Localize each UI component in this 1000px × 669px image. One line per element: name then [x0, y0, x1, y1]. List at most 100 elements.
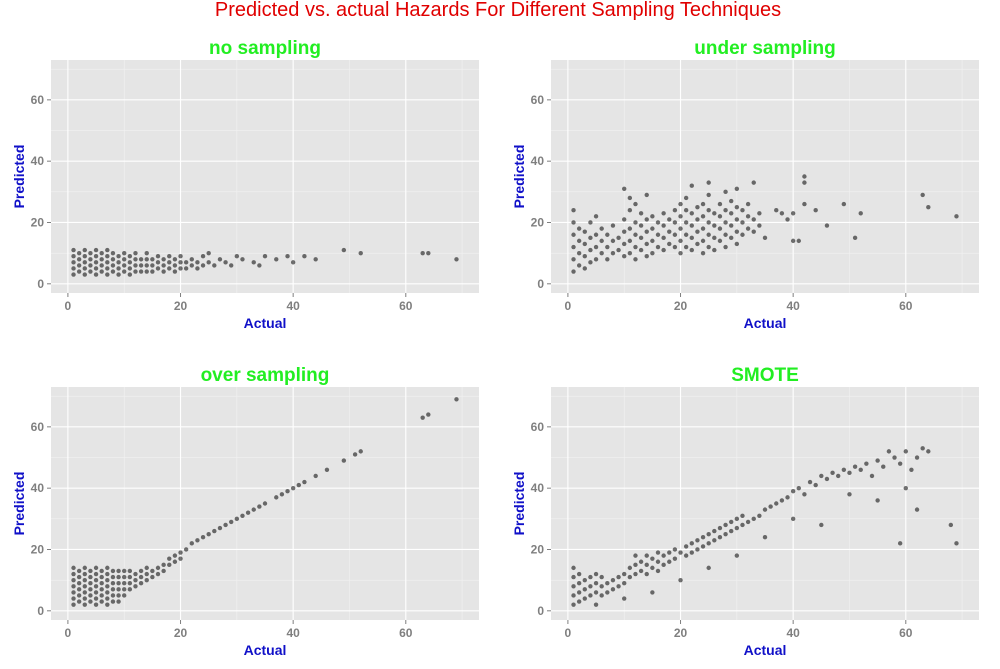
y-axis-label: Predicted — [511, 145, 527, 209]
data-point — [82, 272, 87, 277]
data-point — [240, 513, 245, 518]
data-point — [593, 257, 599, 262]
data-point — [751, 516, 756, 522]
data-point — [599, 584, 604, 589]
data-point — [133, 269, 138, 274]
y-axis-label: Predicted — [511, 472, 527, 536]
data-point — [920, 446, 925, 451]
data-point — [633, 232, 638, 237]
data-point — [116, 266, 121, 271]
data-point — [627, 226, 633, 231]
data-point — [116, 574, 121, 580]
data-point — [200, 254, 206, 259]
data-point — [110, 269, 116, 274]
data-point — [122, 257, 127, 262]
data-point — [712, 528, 717, 534]
data-point — [138, 574, 144, 580]
data-point — [729, 211, 734, 216]
data-point — [88, 257, 93, 262]
data-point — [150, 574, 155, 580]
data-point — [71, 254, 76, 259]
data-point — [229, 263, 234, 268]
data-point — [700, 544, 706, 549]
data-point — [576, 250, 582, 256]
data-point — [262, 254, 268, 259]
data-point — [200, 263, 206, 268]
data-point — [762, 507, 768, 512]
data-point — [571, 593, 576, 598]
data-point — [110, 250, 116, 256]
data-point — [695, 229, 700, 234]
data-point — [122, 263, 127, 268]
data-point — [133, 250, 138, 256]
data-point — [150, 257, 155, 262]
data-point — [155, 565, 161, 571]
data-point — [588, 584, 593, 589]
data-point — [610, 223, 616, 228]
y-tick-label: 40 — [31, 481, 45, 495]
data-point — [655, 244, 661, 250]
data-point — [593, 214, 599, 219]
data-point — [76, 568, 82, 574]
data-point — [144, 263, 149, 268]
data-point — [571, 584, 576, 589]
data-point — [695, 204, 700, 210]
data-point — [672, 208, 678, 213]
data-point — [93, 584, 99, 589]
data-point — [144, 577, 149, 583]
data-point — [644, 241, 649, 247]
data-point — [700, 201, 706, 207]
data-point — [717, 535, 723, 540]
data-point — [116, 599, 121, 604]
data-point — [644, 192, 649, 198]
data-point — [695, 217, 700, 222]
data-point — [76, 269, 82, 274]
data-point — [262, 501, 268, 506]
x-tick-label: 20 — [674, 626, 688, 640]
data-point — [712, 211, 717, 216]
data-point — [655, 232, 661, 237]
x-tick-label: 60 — [399, 626, 413, 640]
data-point — [689, 183, 694, 188]
data-point — [667, 241, 672, 247]
data-point — [127, 272, 133, 277]
data-point — [745, 519, 751, 525]
x-axis-label: Actual — [244, 642, 287, 658]
data-point — [172, 269, 178, 274]
data-point — [723, 522, 728, 528]
data-point — [796, 238, 801, 244]
data-point — [869, 473, 875, 479]
data-point — [819, 473, 824, 479]
data-point — [717, 238, 723, 244]
panel-title: SMOTE — [731, 365, 799, 386]
x-tick-label: 40 — [286, 299, 300, 313]
data-point — [167, 260, 172, 265]
data-point — [93, 260, 99, 265]
data-point — [217, 257, 223, 262]
data-point — [790, 489, 796, 494]
data-point — [683, 553, 689, 558]
y-tick-label: 20 — [31, 215, 45, 229]
data-point — [695, 241, 700, 247]
data-point — [93, 272, 99, 277]
data-point — [605, 232, 610, 237]
data-point — [593, 602, 599, 607]
y-tick-label: 40 — [531, 481, 545, 495]
y-tick-label: 20 — [31, 542, 45, 556]
data-point — [105, 596, 110, 601]
data-point — [178, 254, 183, 259]
data-point — [71, 272, 76, 277]
x-tick-label: 0 — [565, 299, 572, 313]
data-point — [683, 208, 689, 213]
data-point — [71, 266, 76, 271]
data-point — [723, 244, 728, 250]
data-point — [717, 525, 723, 531]
data-point — [302, 254, 307, 259]
data-point — [426, 412, 431, 417]
data-point — [700, 226, 706, 231]
data-point — [82, 596, 87, 601]
data-point — [195, 538, 200, 543]
data-point — [768, 504, 773, 509]
data-point — [133, 571, 138, 577]
